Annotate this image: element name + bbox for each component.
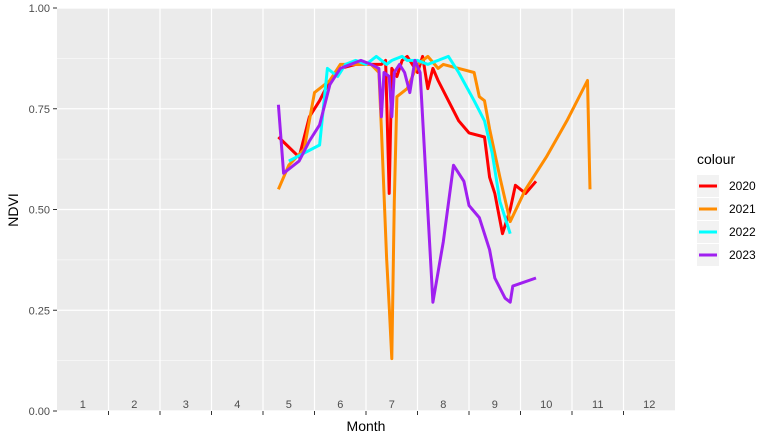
x-tick-label: 2 [131,399,137,411]
x-axis-title: Month [347,418,386,434]
x-tick-label: 11 [592,399,603,411]
x-tick-label: 8 [440,399,446,411]
x-tick-label: 3 [183,399,189,411]
legend: colour 2020 2021 2022 2023 [697,151,756,266]
series-line-2022 [288,54,512,235]
x-tick-label: 9 [492,399,498,411]
x-tick-label: 1 [80,399,86,411]
x-tick-label: 10 [540,399,552,411]
x-tick-label: 4 [234,399,240,411]
y-axis-ticks: 0.00 0.25 0.50 0.75 1.00 [29,3,57,418]
series-line-2023 [276,58,537,304]
x-tick-label: 6 [337,399,343,411]
x-tick-label: 12 [643,399,655,411]
legend-label-2023: 2023 [729,248,756,262]
y-axis-title: NDVI [5,193,21,226]
y-tick-label: 1.00 [29,3,50,15]
legend-label-2022: 2022 [729,225,756,239]
legend-title: colour [697,151,735,167]
y-tick-label: 0.50 [29,205,50,217]
legend-label-2021: 2021 [729,202,756,216]
y-tick-label: 0.75 [29,104,50,116]
series-lines [276,54,592,361]
y-tick-label: 0.00 [29,406,50,418]
legend-label-2020: 2020 [729,179,756,193]
gridlines [57,7,675,412]
y-tick-label: 0.25 [29,305,50,317]
x-tick-label: 5 [286,399,292,411]
x-axis-ticks: 1 2 3 4 5 6 7 8 9 10 11 12 [80,399,655,415]
x-tick-label: 7 [389,399,395,411]
